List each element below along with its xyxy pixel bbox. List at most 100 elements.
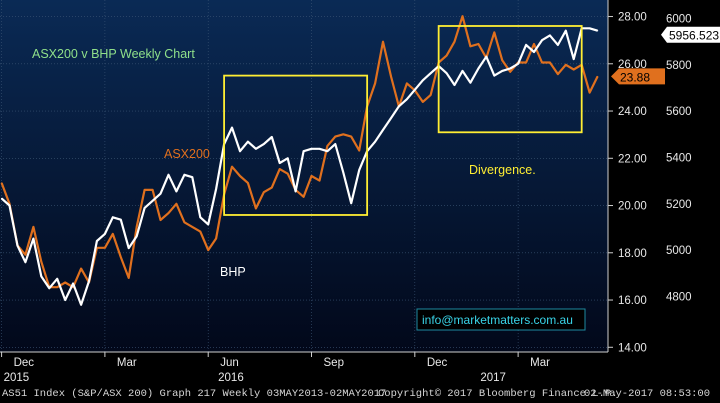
data-point-bhp [422,79,424,81]
footer-timestamp: 02-May-2017 08:53:00 [584,388,711,400]
chart-canvas: 14.00 16.00 18.00 20.00 22.00 24.00 26.00 28.00… [0,0,720,384]
data-point-asx200 [509,71,511,73]
right-axis-tick-label: 5200 [666,199,692,211]
data-point-asx200 [422,101,424,103]
left-axis-tick-label: 22.00 [618,153,647,165]
data-point-bhp [573,58,575,60]
data-point-bhp [0,197,3,200]
data-point-bhp [398,105,400,107]
data-point-bhp [48,287,50,289]
data-point-asx200 [549,61,551,64]
left-axis-tick-label: 18.00 [618,248,647,260]
data-point-asx200 [32,226,34,228]
data-point-bhp [477,67,479,70]
data-point-asx200 [469,45,472,47]
footer-bar: AS51 Index (S&P/ASX 200) Graph 217 Weekl… [0,386,720,403]
data-point-asx200 [382,41,384,43]
data-point-asx200 [573,68,575,71]
annotation-2: BHP [220,265,246,279]
data-point-asx200 [501,59,503,61]
data-point-bhp [501,70,503,72]
data-point-asx200 [64,281,66,284]
data-point-asx200 [40,261,42,263]
data-point-bhp [144,207,146,209]
data-point-bhp [485,56,487,58]
data-point-asx200 [239,175,241,177]
data-point-asx200 [390,75,392,78]
right-axis-tick-label: 5600 [666,106,692,118]
data-point-asx200 [167,212,170,214]
data-point-bhp [342,171,344,174]
plot-background [0,0,608,352]
data-point-asx200 [358,149,360,152]
x-axis-tick-label: Jun [220,357,239,369]
data-point-bhp [104,233,106,235]
data-point-asx200 [374,82,376,84]
data-point-asx200 [310,175,313,177]
right-axis-tick-label: 6000 [666,14,692,26]
footer-source: AS51 Index (S&P/ASX 200) Graph 217 Weekl… [2,388,387,400]
data-point-bhp [390,117,392,119]
data-point-asx200 [199,230,201,233]
data-point-asx200 [24,254,27,256]
data-point-bhp [175,190,178,192]
data-point-asx200 [255,207,257,210]
data-point-asx200 [302,196,305,198]
right-axis-tick-label: 4800 [666,291,692,303]
data-point-asx200 [112,233,114,235]
data-point-bhp [302,150,305,152]
right-axis-tick-label: 5400 [666,152,692,164]
data-point-bhp [493,74,495,77]
data-point-bhp [533,51,535,53]
data-point-bhp [167,174,170,176]
data-point-asx200 [247,182,249,184]
data-point-bhp [120,219,122,221]
data-point-bhp [517,63,519,65]
data-point-asx200 [406,82,408,84]
x-axis-year-label: 2017 [480,372,506,384]
right-axis-tick-label: 5800 [666,60,692,72]
data-point-bhp [589,27,591,29]
data-point-asx200 [287,173,289,175]
x-axis-tick-label: Mar [117,357,137,369]
data-point-bhp [80,304,82,306]
left-axis-tick-label: 20.00 [618,201,647,213]
annotation-1: ASX200 [164,147,210,161]
data-point-bhp [414,89,416,91]
data-point-bhp [461,70,464,72]
bhp-last-value-tag [661,26,720,43]
data-point-bhp [271,136,273,138]
data-point-bhp [374,141,376,143]
data-point-asx200 [271,186,273,189]
data-point-asx200 [120,256,122,258]
data-point-asx200 [231,166,233,168]
data-point-bhp [40,275,42,278]
data-point-bhp [334,143,336,145]
data-point-asx200 [493,31,495,34]
data-point-bhp [350,202,352,204]
data-point-bhp [453,84,456,86]
data-point-asx200 [0,182,3,184]
data-point-bhp [32,238,34,240]
data-point-bhp [96,240,98,242]
data-point-asx200 [596,75,599,78]
data-point-bhp [199,216,201,218]
data-point-asx200 [477,43,479,45]
data-point-bhp [16,245,19,247]
data-point-asx200 [183,221,185,223]
data-point-bhp [183,174,185,176]
data-point-bhp [239,150,241,152]
data-point-asx200 [589,92,591,94]
data-point-asx200 [326,145,329,147]
x-axis-year-label: 2015 [4,372,30,384]
data-point-bhp [430,72,432,74]
data-point-bhp [64,299,66,301]
data-point-bhp [358,169,360,171]
data-point-bhp [128,247,130,249]
data-point-bhp [207,223,209,226]
data-point-bhp [525,44,527,46]
data-point-asx200 [318,180,321,182]
highlight-box-1 [223,74,369,216]
data-point-asx200 [159,219,162,221]
footer-copyright: Copyright© 2017 Bloomberg Finance L.P. [378,388,618,400]
